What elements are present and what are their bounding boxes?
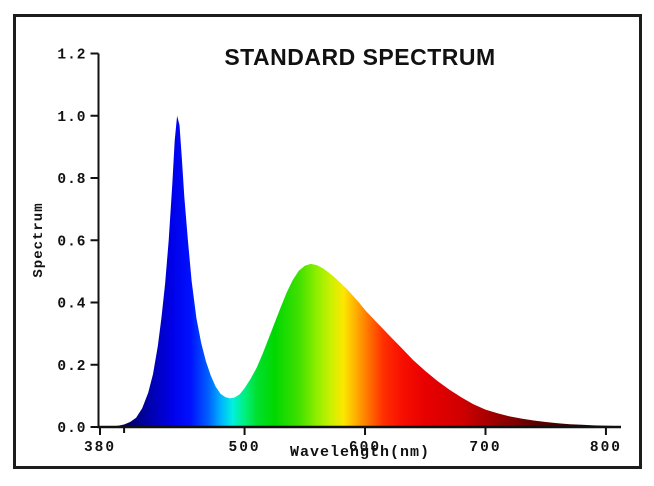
chart-title: STANDARD SPECTRUM [224,44,496,70]
x-tick-label: 500 [229,440,261,456]
spectrum-area [106,115,618,429]
x-axis-title: Wavelength(nm) [289,444,431,461]
y-tick-label: 0.6 [57,234,86,250]
y-tick-label: 0.0 [57,421,86,437]
y-tick-label: 1.0 [57,110,86,126]
x-tick-label: 800 [590,440,622,456]
x-tick-label: 700 [469,440,501,456]
y-tick-label: 1.2 [57,48,86,64]
y-tick-label: 0.8 [57,172,86,188]
x-tick-label: 380 [84,440,116,456]
y-tick-label: 0.2 [57,359,86,375]
y-axis-title: Spectrum [31,202,47,278]
x-tick-label: 600 [349,440,381,456]
y-tick-label: 0.4 [57,297,86,313]
